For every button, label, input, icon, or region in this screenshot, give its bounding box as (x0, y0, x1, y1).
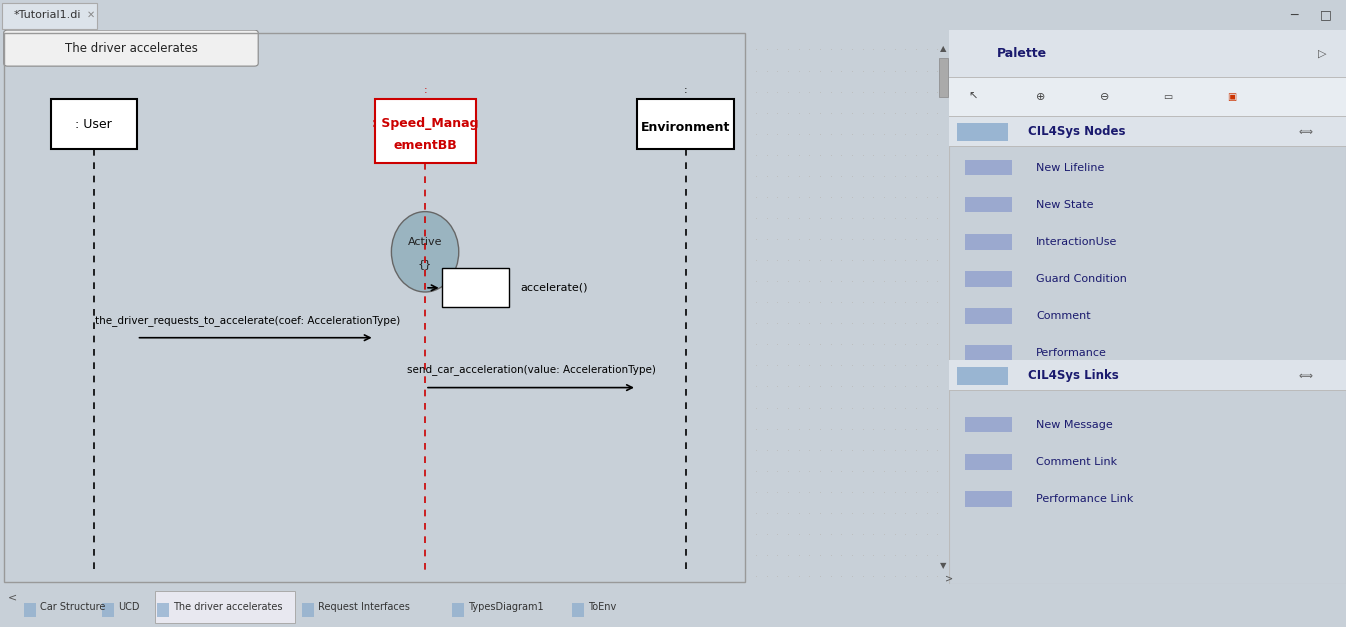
Text: ToEnv: ToEnv (588, 602, 616, 612)
Text: ▷: ▷ (1318, 49, 1327, 59)
Bar (24, 603, 36, 617)
Text: ⊕: ⊕ (1036, 92, 1046, 102)
Text: UCD: UCD (118, 602, 140, 612)
Text: {}: {} (419, 259, 432, 269)
Text: New State: New State (1036, 199, 1094, 209)
Bar (157, 603, 170, 617)
Text: ⟺: ⟺ (1299, 127, 1312, 137)
Text: Comment Link: Comment Link (1036, 457, 1117, 467)
Bar (302, 603, 314, 617)
Text: send_car_acceleration(value: AccelerationType): send_car_acceleration(value: Acceleratio… (406, 364, 656, 376)
Bar (965, 345, 1012, 361)
Text: >: > (945, 573, 953, 583)
Text: : User: : User (75, 118, 112, 131)
Bar (155, 591, 295, 623)
Bar (572, 603, 584, 617)
Bar (949, 30, 1346, 77)
Bar (949, 360, 1346, 391)
Text: TypesDiagram1: TypesDiagram1 (468, 602, 544, 612)
Text: ─: ─ (1289, 9, 1298, 21)
Text: Performance Link: Performance Link (1036, 494, 1133, 504)
Text: the_driver_requests_to_accelerate(coef: AccelerationType): the_driver_requests_to_accelerate(coef: … (96, 315, 401, 325)
Text: Comment: Comment (1036, 311, 1090, 321)
Bar (965, 417, 1012, 433)
Text: Request Interfaces: Request Interfaces (318, 602, 411, 612)
Bar (102, 603, 114, 617)
Text: accelerate(): accelerate() (520, 283, 588, 293)
Bar (949, 77, 1346, 116)
Text: ▲: ▲ (941, 44, 946, 53)
Text: :: : (423, 85, 427, 95)
Bar (452, 603, 464, 617)
Bar (965, 308, 1012, 324)
Text: InteractionUse: InteractionUse (1036, 237, 1117, 247)
Text: New Message: New Message (1036, 419, 1113, 429)
Bar (637, 99, 734, 149)
Text: Palette: Palette (996, 48, 1047, 60)
Text: The driver accelerates: The driver accelerates (174, 602, 283, 612)
Text: Car Structure: Car Structure (40, 602, 105, 612)
Text: ↖: ↖ (969, 92, 979, 102)
FancyBboxPatch shape (4, 30, 258, 66)
Text: Environment: Environment (641, 120, 730, 134)
Bar (965, 160, 1012, 176)
Text: :: : (684, 85, 688, 95)
Ellipse shape (392, 212, 459, 292)
Bar (965, 197, 1012, 213)
Text: : Speed_Manag: : Speed_Manag (371, 117, 478, 130)
Text: □: □ (1320, 9, 1331, 21)
Bar (957, 367, 1008, 385)
Bar (965, 271, 1012, 287)
Text: ementBB: ementBB (393, 139, 456, 152)
Bar (51, 99, 136, 149)
Text: ▭: ▭ (1163, 92, 1172, 102)
Text: ⟺: ⟺ (1299, 371, 1312, 381)
Text: ⊖: ⊖ (1100, 92, 1109, 102)
Text: The driver accelerates: The driver accelerates (65, 41, 198, 55)
Text: Guard Condition: Guard Condition (1036, 274, 1127, 284)
Bar (441, 268, 509, 307)
Text: *Tutorial1.di: *Tutorial1.di (13, 10, 82, 20)
Bar (957, 124, 1008, 141)
Text: ▼: ▼ (941, 562, 946, 571)
Text: New Lifeline: New Lifeline (1036, 162, 1105, 172)
Text: <: < (8, 593, 17, 603)
Bar (938, 58, 949, 97)
Bar (374, 99, 475, 163)
Bar (965, 234, 1012, 250)
Text: ✕: ✕ (87, 10, 96, 20)
Text: ▣: ▣ (1226, 92, 1236, 102)
Bar (949, 116, 1346, 147)
Text: CIL4Sys Links: CIL4Sys Links (1028, 369, 1119, 382)
Text: Active: Active (408, 237, 443, 247)
Bar (965, 454, 1012, 470)
Bar (1, 3, 97, 29)
Text: CIL4Sys Nodes: CIL4Sys Nodes (1028, 125, 1125, 138)
Bar (965, 491, 1012, 507)
Text: Performance: Performance (1036, 348, 1108, 358)
